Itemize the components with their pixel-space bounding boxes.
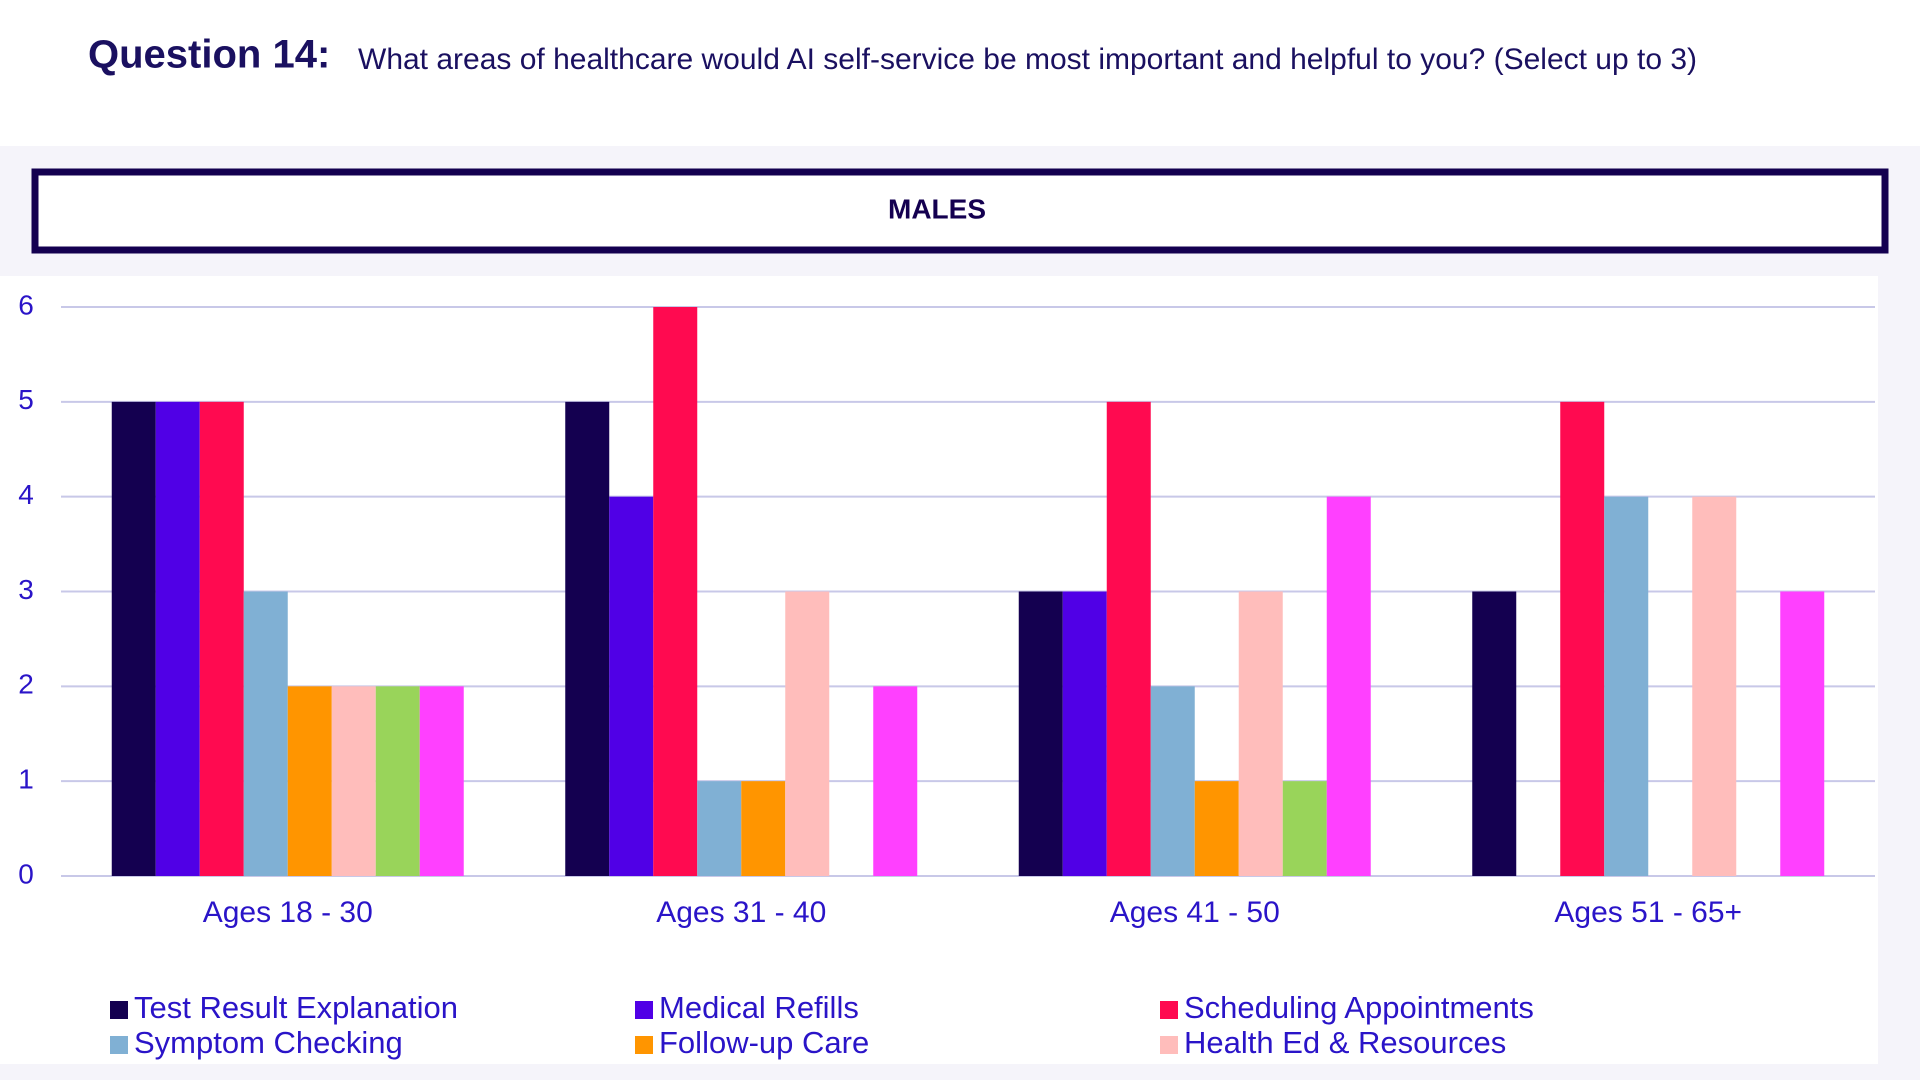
bar <box>1106 401 1151 876</box>
bar <box>331 686 376 876</box>
bar <box>375 686 420 876</box>
bar <box>1604 496 1649 876</box>
legend-swatch <box>635 1001 653 1019</box>
legend-swatch <box>1160 1036 1178 1054</box>
legend-swatch <box>635 1036 653 1054</box>
y-tick-label: 6 <box>18 289 34 320</box>
legend-label: Symptom Checking <box>134 1025 403 1060</box>
legend-swatch <box>110 1001 128 1019</box>
y-tick-label: 1 <box>18 764 34 795</box>
bar <box>1560 401 1605 876</box>
legend-label: Health Ed & Resources <box>1184 1025 1506 1060</box>
legend-label: Medical Refills <box>659 990 859 1025</box>
bar <box>1780 591 1825 876</box>
panel-edge <box>1878 276 1920 1064</box>
bar <box>199 401 244 876</box>
panel-title: MALES <box>888 193 986 224</box>
legend-label: Follow-up Care <box>659 1025 869 1060</box>
title-label: Question 14: <box>88 33 330 77</box>
bar <box>155 401 200 876</box>
bar <box>1692 496 1737 876</box>
y-tick-label: 2 <box>18 669 34 700</box>
bar <box>1326 496 1371 876</box>
chart-title: What areas of healthcare would AI self-s… <box>358 43 1697 76</box>
legend-label: Test Result Explanation <box>134 990 458 1025</box>
bar <box>243 591 288 876</box>
legend-swatch <box>110 1036 128 1054</box>
bar <box>609 496 654 876</box>
bar <box>111 401 156 876</box>
bar <box>1472 591 1517 876</box>
bar <box>785 591 830 876</box>
panel-footer <box>0 1064 1920 1080</box>
bar <box>1150 686 1195 876</box>
bar <box>653 307 698 876</box>
bar <box>1238 591 1283 876</box>
bar <box>741 781 786 876</box>
x-tick-label: Ages 31 - 40 <box>656 896 826 929</box>
bar <box>873 686 918 876</box>
bar <box>565 401 610 876</box>
x-tick-label: Ages 41 - 50 <box>1110 896 1280 929</box>
bar <box>1194 781 1239 876</box>
legend-label: Scheduling Appointments <box>1184 990 1534 1025</box>
bar <box>697 781 742 876</box>
y-tick-label: 4 <box>18 479 34 510</box>
y-tick-label: 3 <box>18 574 34 605</box>
bar <box>1062 591 1107 876</box>
x-tick-label: Ages 51 - 65+ <box>1554 896 1742 929</box>
panel-header <box>31 168 1889 254</box>
bar <box>287 686 332 876</box>
bar <box>1018 591 1063 876</box>
bar <box>1282 781 1327 876</box>
x-tick-label: Ages 18 - 30 <box>203 896 373 929</box>
y-tick-label: 5 <box>18 384 34 415</box>
y-tick-label: 0 <box>18 858 34 889</box>
legend-swatch <box>1160 1001 1178 1019</box>
bar <box>419 686 464 876</box>
